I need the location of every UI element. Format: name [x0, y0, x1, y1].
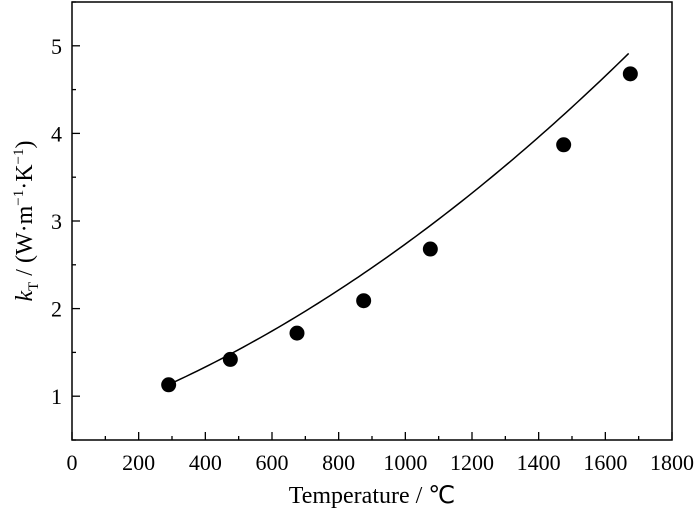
x-axis-ticks — [71, 432, 673, 440]
data-point — [356, 293, 372, 309]
x-tick-label: 800 — [322, 450, 355, 475]
data-point — [556, 137, 572, 153]
y-axis-title-unit-open: / (W·m — [12, 205, 38, 281]
data-point — [161, 377, 177, 393]
x-tick-label: 1200 — [450, 450, 494, 475]
x-tick-label: 600 — [256, 450, 289, 475]
y-tick-label: 1 — [51, 384, 62, 409]
y-tick-label: 3 — [51, 209, 62, 234]
data-point — [422, 241, 438, 257]
y-axis-title-subscript: T — [26, 282, 42, 291]
x-axis-title: Temperature / ℃ — [289, 483, 456, 509]
x-tick-label: 1400 — [517, 450, 561, 475]
x-tick-label: 0 — [67, 450, 78, 475]
x-axis-tick-labels: 0 200 400 600 800 1000 1200 1400 1600 1800 — [67, 450, 695, 475]
y-axis-title-unit-close: ) — [12, 140, 38, 148]
data-point — [289, 325, 305, 341]
y-axis-title: kT / (W·m−1·K−1) — [11, 140, 42, 301]
data-point — [622, 66, 638, 82]
data-point — [222, 351, 238, 367]
y-tick-label: 4 — [51, 121, 62, 146]
y-tick-label: 2 — [51, 297, 62, 322]
x-tick-label: 400 — [189, 450, 222, 475]
x-tick-label: 1800 — [650, 450, 694, 475]
y-axis-title-exponent-2: −1 — [11, 148, 27, 164]
y-axis-ticks — [72, 1, 80, 441]
data-points — [161, 66, 638, 393]
x-tick-label: 200 — [122, 450, 155, 475]
y-axis-tick-labels: 1 2 3 4 5 — [51, 34, 62, 409]
y-axis-title-variable: k — [12, 291, 38, 302]
x-tick-label: 1000 — [383, 450, 427, 475]
y-axis-title-exponent-1: −1 — [11, 190, 27, 206]
plot-frame — [71, 1, 673, 441]
y-tick-label: 5 — [51, 34, 62, 59]
y-axis-title-unit-mid: ·K — [12, 164, 38, 190]
fit-curve — [168, 52, 630, 386]
x-tick-label: 1600 — [583, 450, 627, 475]
